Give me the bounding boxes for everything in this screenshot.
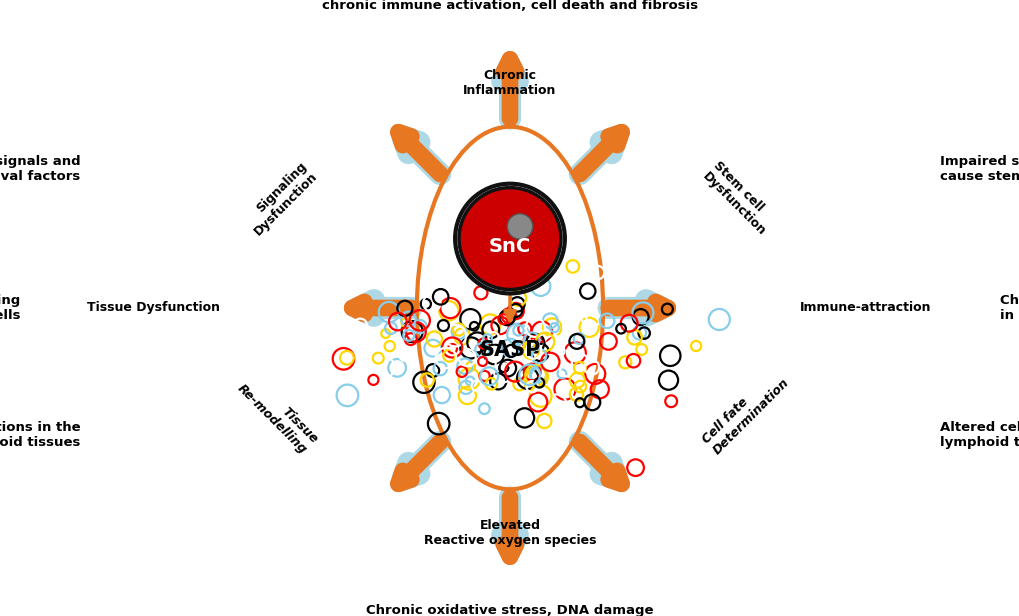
Text: SnC: SnC <box>488 237 531 256</box>
Text: Elevated
Reactive oxygen species: Elevated Reactive oxygen species <box>423 519 596 547</box>
Text: Dysregulation of homing signals and
immune cell survival factors: Dysregulation of homing signals and immu… <box>0 155 81 183</box>
Text: Signaling
Dysfunction: Signaling Dysfunction <box>240 160 320 238</box>
Text: Impaired self-renewal can
cause stem cell exhaustion: Impaired self-renewal can cause stem cel… <box>938 155 1019 183</box>
Text: Altered cellular composition of
lymphoid tissues: Altered cellular composition of lymphoid… <box>938 421 1019 449</box>
Text: Functional alterations of native cell types,
chronic immune activation, cell dea: Functional alterations of native cell ty… <box>322 0 697 12</box>
Text: Chronic
Inflammation: Chronic Inflammation <box>463 69 556 97</box>
Text: Tissue
Re-modelling: Tissue Re-modelling <box>234 371 320 456</box>
Text: MMP-mediated alterations in the
microarchitecture of lymphoid tissues: MMP-mediated alterations in the microarc… <box>0 421 81 449</box>
Circle shape <box>506 214 532 239</box>
Text: Chronic oxidative stress, DNA damage
and bystander effect: Chronic oxidative stress, DNA damage and… <box>366 604 653 616</box>
Text: Cell fate
Determination: Cell fate Determination <box>699 365 791 456</box>
Text: SASP: SASP <box>479 340 540 360</box>
Text: Chronic low-grade inflammation
in lymphoid tissues: Chronic low-grade inflammation in lympho… <box>999 294 1019 322</box>
Text: Immune-attraction: Immune-attraction <box>799 301 930 315</box>
Text: Impede anchoring
or migration of immune cells: Impede anchoring or migration of immune … <box>0 294 20 322</box>
Circle shape <box>459 188 560 290</box>
Text: Stem cell
Dysfunction: Stem cell Dysfunction <box>699 160 779 238</box>
Text: Tissue Dysfunction: Tissue Dysfunction <box>87 301 220 315</box>
